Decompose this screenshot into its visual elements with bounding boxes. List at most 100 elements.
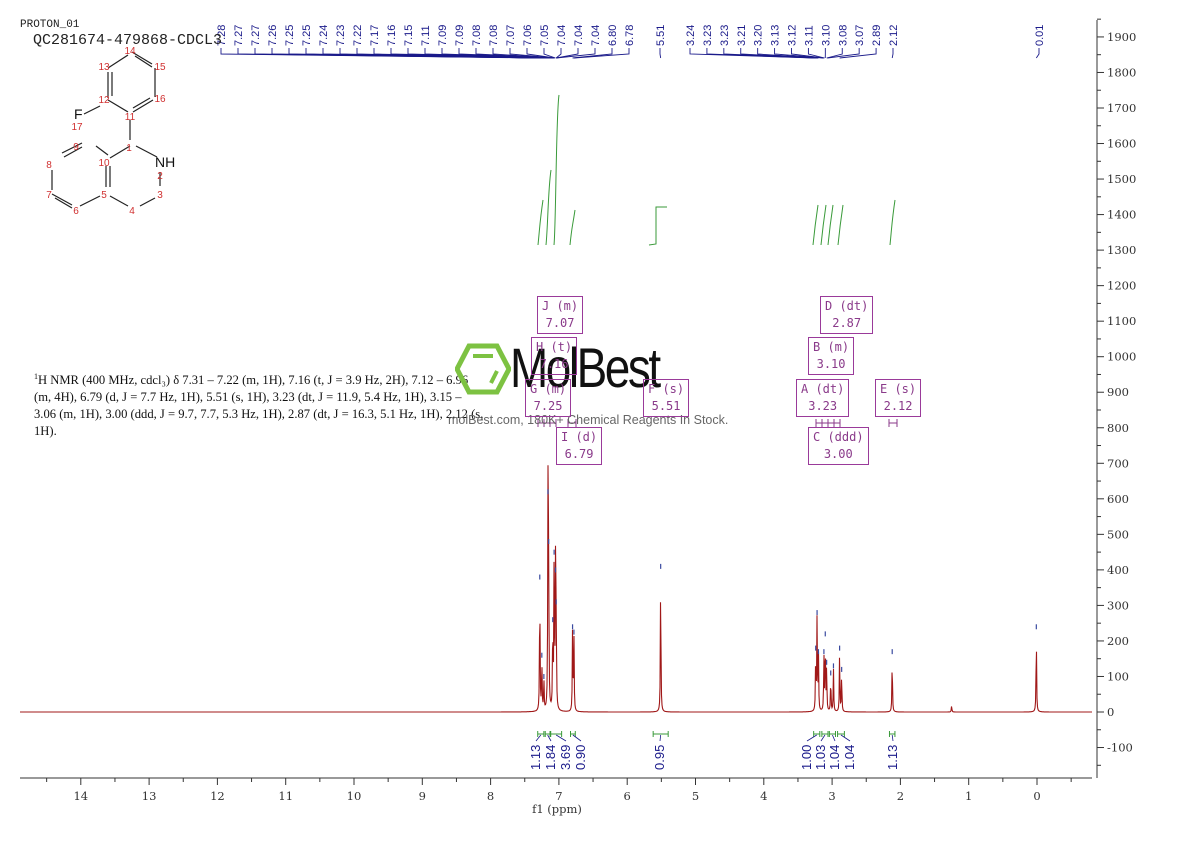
shift-label: 7.09 [437,25,449,46]
y-tick-label: -100 [1107,741,1133,755]
shift-label: 0.01 [1034,25,1046,46]
shift-label: 3.08 [837,25,849,46]
shift-label: 7.27 [233,25,245,46]
shift-label: 7.04 [573,25,585,46]
shift-label: 3.24 [685,25,697,46]
peak-shift-labels: 7.28 7.27 7.27 7.26 7.25 7.25 7.24 7.23 7.22 7.17… [216,25,1046,59]
x-tick-label: 1 [965,789,972,803]
shift-label: 7.22 [352,25,364,46]
y-tick-label: 300 [1107,598,1129,612]
multiplet-box-h: H (t) 7.16 [531,337,578,375]
multiplet-box-i: I (d) 6.79 [556,427,603,465]
integral-value: 1.03 [813,745,828,770]
structure-labels: F NH 1 2 3 4 5 6 7 8 9 10 11 12 13 14 15… [46,46,175,217]
shift-label: 7.25 [284,25,296,46]
shift-label: 7.08 [488,25,500,46]
shift-label: 7.07 [505,25,517,46]
atom-number: 2 [157,171,163,182]
shift-label: 7.25 [301,25,313,46]
y-tick-label: 800 [1107,421,1129,435]
watermark-brand: MolBest [510,336,661,399]
atom-number: 13 [98,62,110,73]
y-tick-label: 200 [1107,634,1129,648]
y-tick-label: 1000 [1107,350,1136,364]
fluorine-label: F [74,106,83,122]
shift-label: 3.23 [702,25,714,46]
multiplet-box-f: F (s) 5.51 [643,379,690,417]
shift-label: 6.80 [607,25,619,46]
x-tick-label: 9 [419,789,426,803]
shift-label: 7.16 [386,25,398,46]
shift-label: 7.09 [454,25,466,46]
atom-number: 8 [46,160,52,171]
y-tick-label: 100 [1107,669,1129,683]
sample-id: QC281674-479868-CDCL3 [33,32,223,49]
x-axis-title: f1 (ppm) [532,802,582,816]
spectrum-trace [20,465,1092,713]
shift-label: 7.15 [403,25,415,46]
shift-label: 7.27 [250,25,262,46]
x-tick-label: 13 [142,789,157,803]
shift-label: 3.12 [787,25,799,46]
shift-label: 3.13 [770,25,782,46]
integral-curves [537,94,896,246]
integral-labels: 1.13 1.84 3.69 0.90 0.95 1.00 1.03 1.04 1.04 1.13 [528,419,900,770]
atom-number: 1 [126,143,132,154]
integral-value: 1.84 [543,745,558,770]
atom-number: 10 [98,158,110,169]
shift-label: 7.06 [522,25,534,46]
y-tick-label: 1400 [1107,208,1136,222]
atom-number: 12 [98,95,110,106]
experiment-name: PROTON_01 [20,19,80,31]
y-tick-label: 1500 [1107,172,1136,186]
multiplet-box-a: A (dt) 3.23 [796,379,850,417]
y-tick-label: 400 [1107,563,1129,577]
isotope-superscript: 1 [34,372,38,381]
atom-number: 9 [73,142,79,153]
atom-number: 11 [125,112,136,123]
x-tick-label: 14 [73,789,88,803]
atom-number: 4 [129,206,135,217]
y-tick-label: 700 [1107,456,1129,470]
shift-label: 3.20 [753,25,765,46]
x-tick-label: 4 [760,789,767,803]
integral-value: 0.90 [573,745,588,770]
integral-value: 1.04 [827,745,842,770]
atom-number: 3 [157,190,163,201]
multiplet-box-c: C (ddd) 3.00 [808,427,869,465]
atom-number: 5 [101,190,107,201]
y-tick-label: 1600 [1107,137,1136,151]
amine-label: NH [155,154,175,170]
shift-label: 7.11 [420,25,432,46]
atom-number: 14 [124,46,136,57]
x-tick-label: 8 [487,789,494,803]
multiplet-box-d: D (dt) 2.87 [820,296,874,334]
y-tick-label: 500 [1107,527,1129,541]
atom-number: 7 [46,190,52,201]
shift-label: 7.17 [369,25,381,46]
nmr-description-text: H NMR (400 MHz, cdcl₃) δ 7.31 – 7.22 (m,… [34,373,484,439]
shift-label: 3.10 [820,25,832,46]
x-tick-label: 6 [624,789,631,803]
x-axis: 14 13 12 11 10 9 8 7 6 5 4 3 2 1 0 [20,777,1092,803]
y-axis: 1900180017001600150014001300120011001000… [1096,18,1136,778]
shift-label: 7.04 [590,25,602,46]
x-tick-label: 12 [210,789,225,803]
integral-value: 0.95 [652,745,667,770]
shift-label: 7.26 [267,25,279,46]
shift-label: 7.28 [216,25,228,46]
x-tick-label: 7 [555,789,562,803]
shift-label: 7.24 [318,25,330,46]
atom-number: 16 [154,94,166,105]
multiplet-box-j: J (m) 7.07 [537,296,584,334]
shift-label: 3.23 [719,25,731,46]
multiplet-box-b: B (m) 3.10 [808,337,855,375]
x-tick-label: 5 [692,789,699,803]
y-tick-label: 900 [1107,385,1129,399]
y-tick-label: 1300 [1107,243,1136,257]
nmr-description: 1H NMR (400 MHz, cdcl₃) δ 7.31 – 7.22 (m… [34,368,484,440]
shift-label: 7.23 [335,25,347,46]
shift-label: 6.78 [624,25,636,46]
y-tick-label: 1100 [1107,314,1136,328]
shift-label: 3.11 [803,25,815,46]
